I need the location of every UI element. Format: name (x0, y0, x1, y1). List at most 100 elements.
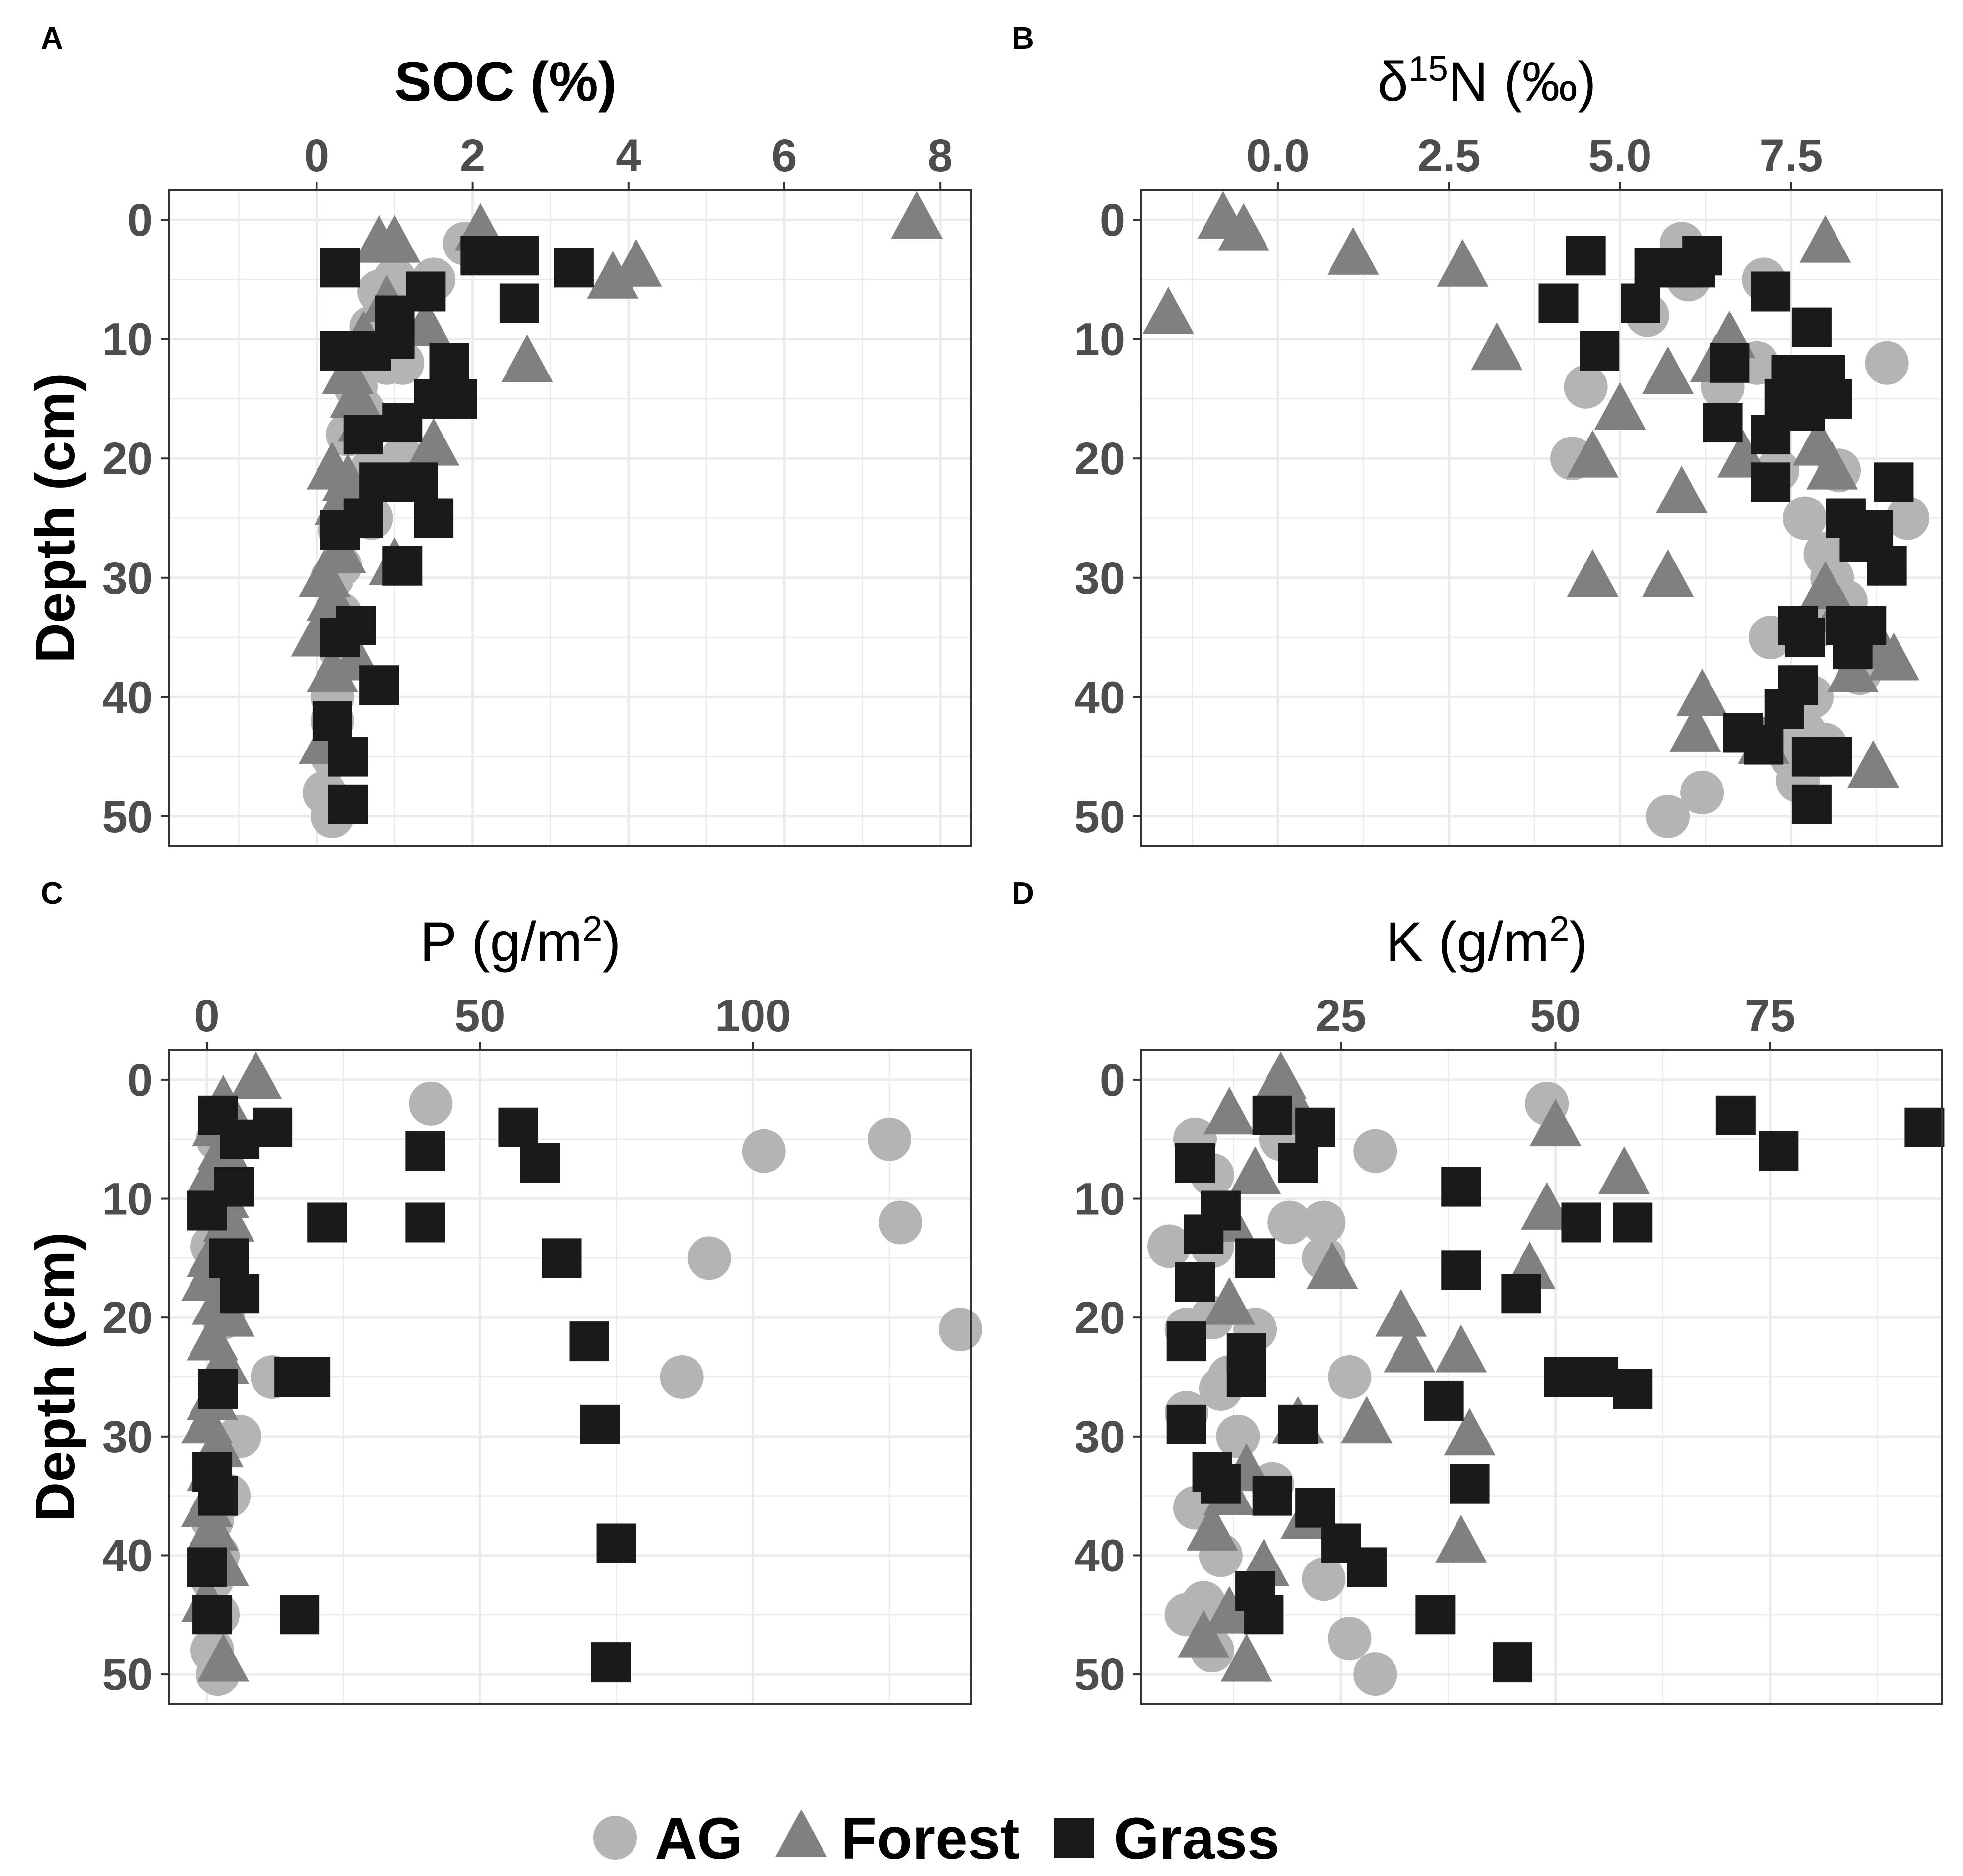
point-grass (1613, 1369, 1653, 1409)
point-grass (198, 1369, 238, 1409)
point-grass (328, 737, 368, 777)
x-tick-label: 50 (454, 991, 505, 1041)
point-grass (1812, 737, 1852, 777)
point-grass (1744, 725, 1784, 765)
point-grass (1544, 1357, 1584, 1397)
x-tick-label: 50 (1530, 991, 1581, 1041)
point-grass (280, 1595, 320, 1635)
point-grass (1580, 331, 1620, 371)
point-grass (343, 415, 383, 455)
y-tick-label: 30 (1075, 553, 1125, 604)
point-forest (1217, 203, 1269, 251)
legend-label: Grass (1114, 1806, 1280, 1872)
legend-item-forest: Forest (775, 1806, 1020, 1872)
legend: AG Forest Grass (593, 1806, 1280, 1872)
point-grass (1538, 283, 1579, 323)
point-grass (460, 236, 501, 276)
point-grass (414, 498, 454, 538)
point-forest (1444, 1408, 1496, 1456)
point-ag (938, 1308, 982, 1352)
point-grass (1441, 1250, 1481, 1290)
y-tick-label: 20 (102, 1293, 153, 1343)
point-grass (1252, 1095, 1292, 1135)
point-grass (1703, 403, 1743, 443)
point-grass (499, 283, 539, 323)
point-grass (1346, 1547, 1387, 1587)
point-forest (1327, 227, 1379, 275)
point-forest (1229, 1146, 1281, 1194)
point-grass (328, 784, 368, 824)
point-grass (1561, 1202, 1601, 1243)
panel-title: P (g/m2) (420, 909, 621, 973)
series-grass (187, 1095, 636, 1683)
point-grass (1764, 689, 1804, 729)
plot-frame (168, 189, 972, 847)
point-grass (1566, 236, 1606, 276)
point-grass (596, 1523, 636, 1563)
y-tick-label: 50 (102, 792, 153, 842)
point-grass (542, 1238, 582, 1278)
point-grass (1166, 1321, 1206, 1362)
point-grass (1295, 1107, 1335, 1147)
point-forest (1437, 239, 1489, 287)
point-ag (1783, 496, 1827, 540)
point-forest (1521, 1182, 1573, 1230)
y-tick-label: 40 (102, 1530, 153, 1581)
point-ag (409, 1081, 453, 1126)
point-grass (520, 1143, 560, 1183)
point-grass (1751, 462, 1791, 502)
point-grass (1715, 1095, 1756, 1135)
point-ag (1680, 770, 1724, 814)
point-grass (209, 1238, 249, 1278)
point-grass (554, 248, 594, 288)
point-grass (1791, 307, 1832, 347)
point-grass (580, 1404, 620, 1444)
point-grass (1621, 283, 1661, 323)
y-tick-label: 0 (127, 195, 153, 246)
point-grass (1501, 1274, 1541, 1314)
point-grass (1235, 1238, 1275, 1278)
point-ag (1646, 794, 1690, 838)
panel-label: D (1012, 876, 1034, 911)
point-forest (306, 644, 358, 692)
y-tick-label: 20 (102, 434, 153, 484)
point-grass (320, 510, 360, 550)
panel-d: D 25 50 75 0 10 20 30 40 50 K (g/m2) (1012, 876, 1945, 1705)
x-tick-label: 25 (1316, 991, 1366, 1041)
y-tick-label: 50 (1075, 1649, 1125, 1700)
point-grass (1751, 415, 1791, 455)
point-grass (220, 1274, 260, 1314)
point-forest (587, 250, 639, 299)
point-forest (1529, 1099, 1582, 1147)
point-grass (1613, 1202, 1653, 1243)
x-tick-label: 6 (771, 130, 797, 181)
legend-label: Forest (841, 1806, 1020, 1872)
point-grass (382, 403, 423, 443)
y-tick-label: 40 (102, 672, 153, 723)
point-forest (1340, 1396, 1393, 1444)
point-grass (1791, 784, 1832, 824)
point-ag (1353, 1652, 1397, 1696)
point-ag (1865, 341, 1909, 385)
panel-title: K (g/m2) (1386, 909, 1587, 973)
point-ag (867, 1117, 911, 1161)
x-tick-label: 5.0 (1588, 130, 1652, 181)
point-forest (230, 1051, 282, 1099)
panel-title: SOC (%) (394, 51, 617, 113)
point-grass (1493, 1642, 1533, 1683)
point-forest (1203, 1087, 1256, 1135)
point-grass (359, 462, 399, 502)
point-forest (1255, 1051, 1307, 1099)
x-tick-label: 2 (460, 130, 485, 181)
point-forest (891, 191, 943, 239)
panel-c: C 0 50 100 0 10 20 30 40 50 P (g/m2) Depth (cm) (24, 876, 982, 1705)
point-grass (1295, 1488, 1335, 1528)
x-tick-label: 0 (194, 991, 219, 1041)
point-forest (1598, 1146, 1650, 1194)
point-grass (405, 1202, 445, 1243)
x-tick-label: 4 (616, 130, 641, 181)
point-ag (1886, 496, 1930, 540)
point-grass (320, 618, 360, 658)
panel-b: B 0.0 2.5 5.0 7.5 0 10 20 30 40 50 δ15N (‰) (1012, 21, 1943, 847)
point-grass (1252, 1476, 1292, 1516)
